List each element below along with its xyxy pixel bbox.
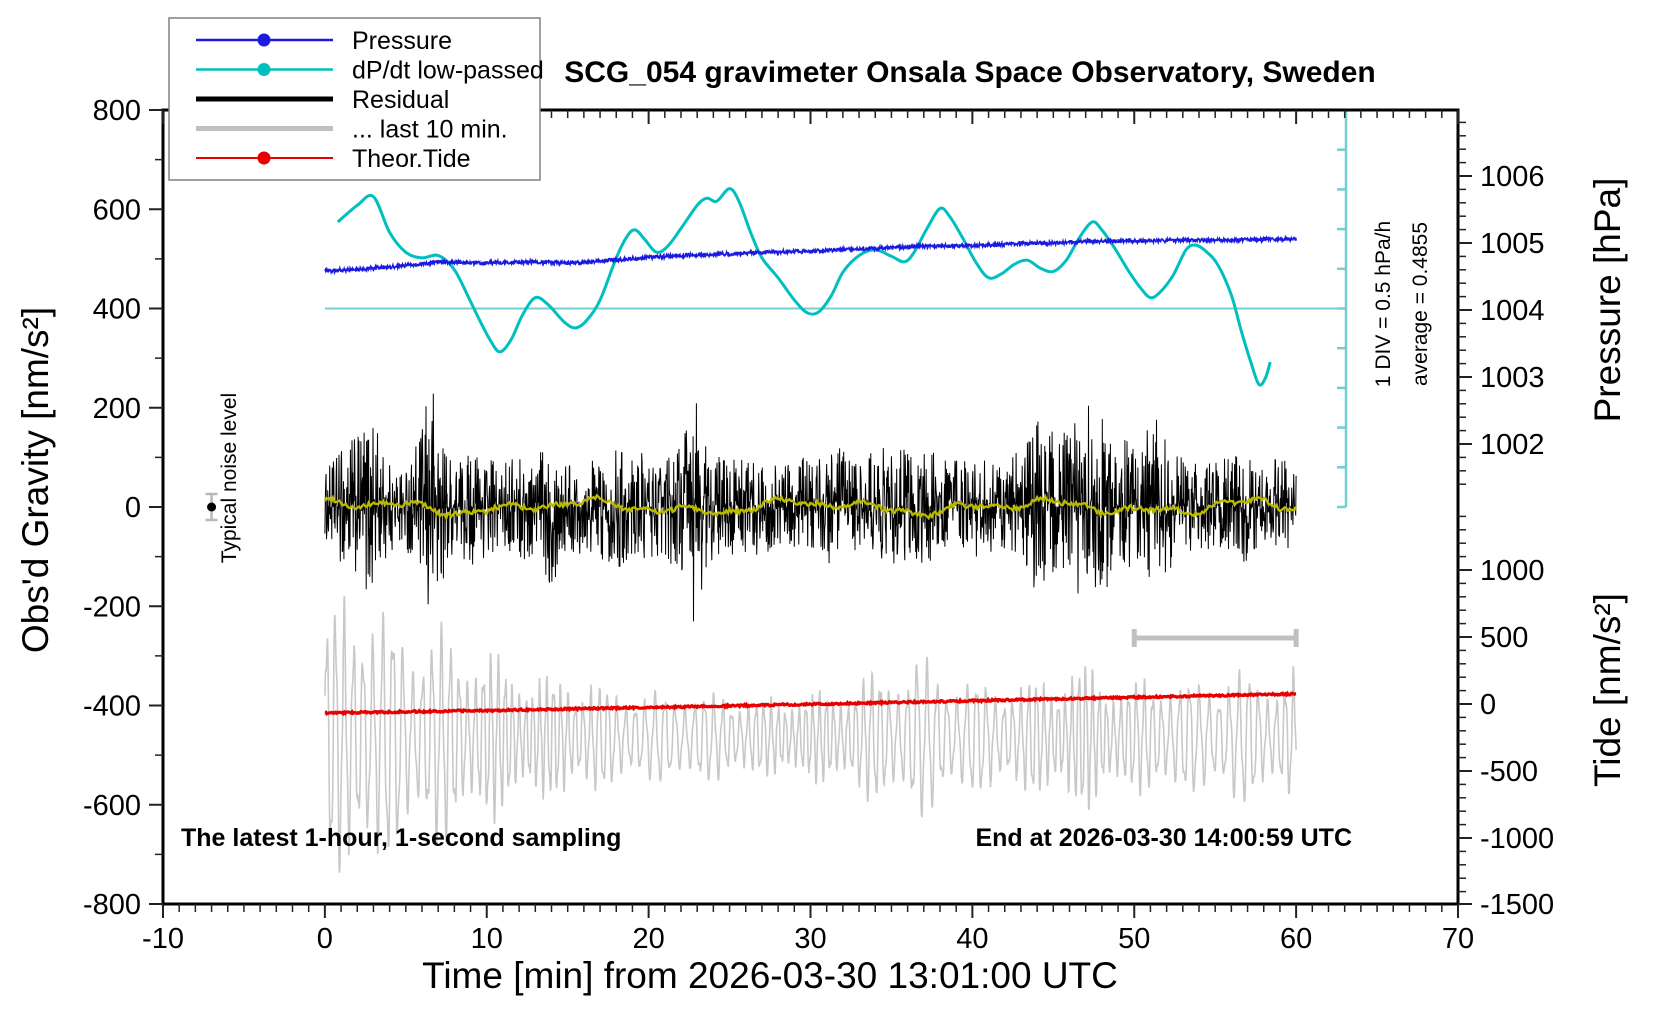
noise-level-label: Typical noise level: [218, 393, 241, 563]
data-curves: [323, 187, 1298, 873]
dpdt-curve: [336, 187, 1272, 387]
gravity-tick-label: -200: [83, 591, 141, 623]
axis-ticks: -10 0 10 20 30 40 50 60 70 -800 -600 -400 -200 0 200 40…: [83, 95, 1554, 955]
gravity-tick-label: 600: [93, 194, 141, 226]
gravity-tick-label: 400: [93, 294, 141, 326]
tide-tick-label: 500: [1480, 622, 1528, 654]
tide-tick-label: 1000: [1480, 555, 1545, 587]
x-tick-label: -10: [142, 923, 184, 955]
gravity-tick-label: -600: [83, 790, 141, 822]
tide-axis-label: Tide [nm/s²]: [1587, 593, 1628, 787]
residual-smoothed-trace: [323, 493, 1298, 522]
reference-lines: [324, 110, 1348, 509]
overlay-marks: [205, 492, 1299, 648]
pressure-tick-label: 1002: [1480, 429, 1545, 461]
gravity-tick-label: 0: [125, 492, 141, 524]
sampling-note: The latest 1-hour, 1-second sampling: [181, 824, 621, 852]
theor-tide-curve: [324, 690, 1297, 717]
gravity-axis-label: Obs'd Gravity [nm/s²]: [15, 307, 56, 653]
x-tick-label: 30: [794, 923, 826, 955]
tide-tick-label: -1000: [1480, 823, 1554, 855]
gravity-tick-label: 800: [93, 95, 141, 127]
pressure-tick-label: 1004: [1480, 295, 1545, 327]
pressure-tick-label: 1005: [1480, 228, 1545, 260]
pressure-curve: [324, 234, 1297, 276]
dpdt-div-label: 1 DIV = 0.5 hPa/h: [1372, 221, 1395, 387]
x-tick-label: 0: [317, 923, 333, 955]
legend-item-label: Theor.Tide: [352, 145, 471, 173]
tide-tick-label: -500: [1480, 756, 1538, 788]
gravity-tick-label: -400: [83, 691, 141, 723]
legend-item-label: Residual: [352, 86, 449, 114]
legend-sample-dot: [257, 63, 271, 76]
dpdt-average-label: average = 0.4855: [1409, 222, 1432, 386]
tide-tick-label: 0: [1480, 689, 1496, 721]
legend-sample-dot: [257, 33, 271, 47]
pressure-tick-label: 1006: [1480, 161, 1545, 193]
x-axis-label: Time [min] from 2026-03-30 13:01:00 UTC: [422, 955, 1118, 996]
x-tick-label: 60: [1280, 923, 1312, 955]
residual-trace: [324, 393, 1297, 622]
chart-title: SCG_054 gravimeter Onsala Space Observat…: [564, 56, 1376, 89]
legend-item-label: Pressure: [352, 27, 452, 55]
end-time-note: End at 2026-03-30 14:00:59 UTC: [975, 824, 1352, 852]
legend-sample-dot: [257, 151, 271, 165]
pressure-axis-label: Pressure [hPa]: [1587, 178, 1628, 423]
pressure-tick-label: 1003: [1480, 362, 1545, 394]
legend-item-label: dP/dt low-passed: [352, 57, 544, 85]
x-tick-label: 20: [632, 923, 664, 955]
x-tick-label: 50: [1118, 923, 1150, 955]
last10min-trace: [324, 595, 1297, 873]
x-tick-label: 10: [471, 923, 503, 955]
tide-tick-label: -1500: [1480, 889, 1554, 921]
x-tick-label: 70: [1442, 923, 1474, 955]
gravity-tick-label: -800: [83, 889, 141, 921]
noise-level-marker: [207, 502, 217, 512]
x-tick-label: 40: [956, 923, 988, 955]
legend-item-label: ... last 10 min.: [352, 116, 508, 144]
gravity-tick-label: 200: [93, 393, 141, 425]
